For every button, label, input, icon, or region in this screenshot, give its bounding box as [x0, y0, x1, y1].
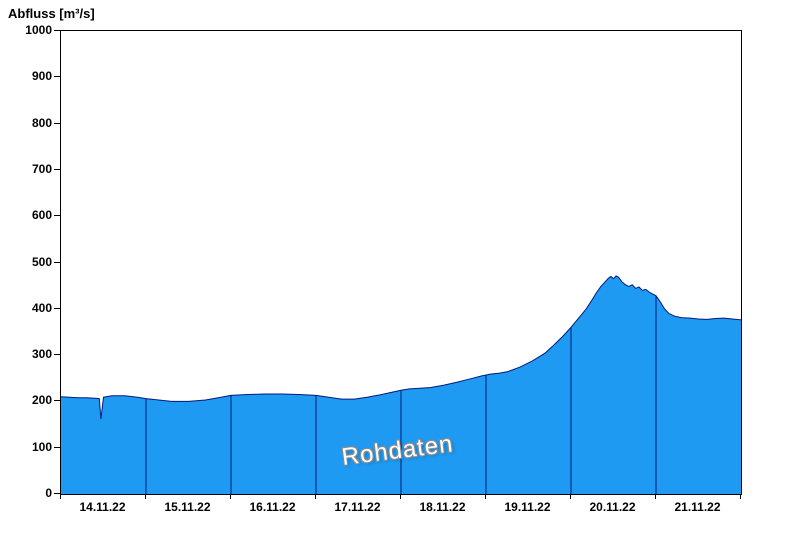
plot-svg [61, 275, 741, 494]
y-axis-tick [54, 30, 60, 31]
x-axis-tick [230, 494, 231, 499]
chart-title: Abfluss [m³/s] [8, 6, 95, 21]
y-axis-tick [54, 446, 60, 448]
y-axis-tick [54, 76, 60, 78]
x-axis-tick [400, 494, 401, 499]
y-axis-tick [54, 307, 60, 309]
y-tick-label: 900 [31, 69, 52, 84]
x-tick-label: 20.11.22 [589, 500, 636, 514]
y-axis-tick [54, 400, 60, 402]
x-tick-label: 15.11.22 [164, 500, 211, 514]
y-axis-tick [54, 122, 60, 124]
y-axis-tick [54, 493, 60, 494]
y-tick-label: 1000 [25, 23, 52, 37]
x-axis-tick [145, 494, 146, 499]
y-tick-label: 200 [31, 393, 52, 408]
y-axis-tick [54, 354, 60, 356]
x-axis-tick [315, 494, 316, 499]
y-axis-tick [54, 215, 60, 217]
y-axis-tick [54, 168, 60, 170]
plot-area [60, 30, 742, 495]
y-axis-tick [54, 261, 60, 263]
discharge-line [61, 275, 741, 420]
y-tick-label: 400 [31, 300, 52, 315]
x-tick-label: 19.11.22 [504, 500, 551, 514]
x-axis-tick [60, 494, 61, 499]
x-tick-label: 21.11.22 [674, 500, 721, 514]
y-tick-label: 100 [31, 439, 52, 454]
x-tick-label: 16.11.22 [249, 500, 296, 514]
x-tick-label: 18.11.22 [419, 500, 466, 514]
y-tick-label: 0 [45, 486, 52, 500]
x-axis-tick [570, 494, 571, 499]
y-tick-label: 800 [31, 115, 52, 130]
y-tick-label: 500 [31, 254, 52, 269]
x-axis-tick [740, 494, 741, 499]
x-tick-label: 17.11.22 [334, 500, 381, 514]
y-tick-label: 700 [31, 161, 52, 176]
x-axis-tick [655, 494, 656, 499]
x-axis-tick [485, 494, 486, 499]
y-tick-label: 600 [31, 208, 52, 223]
y-tick-label: 300 [31, 347, 52, 362]
x-tick-label: 14.11.22 [79, 500, 126, 514]
